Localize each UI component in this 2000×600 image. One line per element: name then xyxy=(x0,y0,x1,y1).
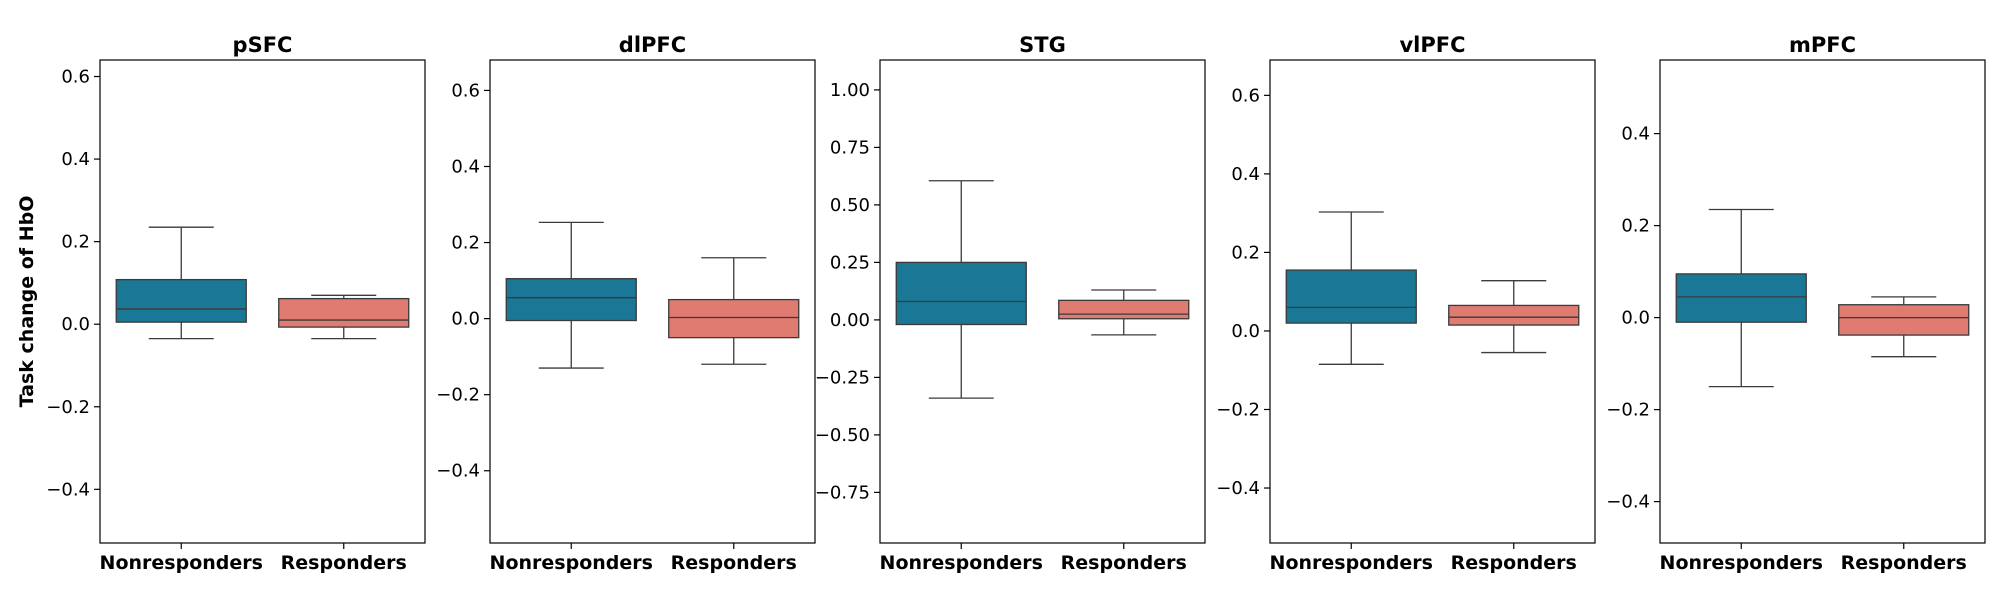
x-category-label: Responders xyxy=(1451,552,1577,574)
y-tick-label: 0.2 xyxy=(61,232,90,253)
axes-frame xyxy=(489,59,816,544)
panel-psfc: −0.4 −0.2 0.0 0.2 0.4 0.6 Nonresponders Respond… xyxy=(16,33,426,574)
y-tick-label: 0.0 xyxy=(61,314,90,335)
panel-title: mPFC xyxy=(1789,33,1856,57)
box-iqr xyxy=(1058,299,1190,320)
panel-title: dlPFC xyxy=(619,33,686,57)
x-category-label: Responders xyxy=(1841,552,1967,574)
y-tick-label: 0.6 xyxy=(61,67,90,88)
box-nonresponders xyxy=(115,226,247,340)
y-tick-label: 0.6 xyxy=(1231,85,1260,106)
y-tick-label: −0.2 xyxy=(1606,400,1650,421)
y-axis-title: Task change of HbO xyxy=(16,196,38,408)
y-tick-label: 0.00 xyxy=(830,310,870,331)
box-iqr xyxy=(278,297,410,328)
box-responders xyxy=(1448,280,1580,354)
y-tick-label: −0.25 xyxy=(815,367,870,388)
y-tick-label: 0.2 xyxy=(1621,216,1650,237)
box-iqr xyxy=(505,278,637,322)
x-category-label: Responders xyxy=(281,552,407,574)
y-tick-label: −0.75 xyxy=(815,482,870,503)
box-responders xyxy=(1838,296,1970,358)
y-tick-label: −0.50 xyxy=(815,425,870,446)
y-tick-label: 0.4 xyxy=(1231,164,1260,185)
box-iqr xyxy=(1285,269,1417,324)
x-category-label: Nonresponders xyxy=(1270,552,1433,574)
box-iqr xyxy=(1448,304,1580,326)
x-category-label: Nonresponders xyxy=(490,552,653,574)
box-iqr xyxy=(1838,304,1970,336)
y-tick-label: 0.25 xyxy=(830,252,870,273)
x-category-label: Nonresponders xyxy=(1660,552,1823,574)
panel-title: vlPFC xyxy=(1399,33,1465,57)
box-iqr xyxy=(895,261,1027,326)
box-responders xyxy=(668,257,800,365)
y-tick-label: 0.6 xyxy=(451,80,480,101)
x-category-label: Responders xyxy=(671,552,797,574)
y-tick-label: 0.2 xyxy=(1231,242,1260,263)
y-tick-label: 0.0 xyxy=(451,309,480,330)
panel-stg: −0.75 −0.50 −0.25 0.00 0.25 0.50 0.75 1.00 Nonre… xyxy=(815,33,1206,574)
x-category-label: Nonresponders xyxy=(880,552,1043,574)
panel-vlpfc: −0.4 −0.2 0.0 0.2 0.4 0.6 Nonresponders Respond… xyxy=(1216,33,1596,574)
y-tick-label: −0.2 xyxy=(1216,399,1260,420)
y-tick-label: −0.2 xyxy=(436,385,480,406)
y-tick-label: 0.0 xyxy=(1621,308,1650,329)
box-iqr xyxy=(668,298,800,339)
y-tick-label: 1.00 xyxy=(830,80,870,101)
box-nonresponders xyxy=(1675,208,1807,388)
box-nonresponders xyxy=(1285,211,1417,365)
axes-frame xyxy=(99,59,426,544)
axes-frame xyxy=(1269,59,1596,544)
panel-mpfc: −0.4 −0.2 0.0 0.2 0.4 Nonresponders Responders… xyxy=(1606,33,1986,574)
x-category-label: Responders xyxy=(1061,552,1187,574)
box-iqr xyxy=(1675,273,1807,323)
y-tick-label: 0.4 xyxy=(61,149,90,170)
y-tick-label: −0.4 xyxy=(46,479,90,500)
y-tick-label: −0.4 xyxy=(1216,478,1260,499)
y-tick-label: −0.4 xyxy=(1606,492,1650,513)
y-tick-label: 0.4 xyxy=(1621,124,1650,145)
axes-frame xyxy=(879,59,1206,544)
x-category-label: Nonresponders xyxy=(100,552,263,574)
y-tick-label: 0.0 xyxy=(1231,321,1260,342)
box-responders xyxy=(1058,289,1190,336)
y-tick-label: 0.4 xyxy=(451,156,480,177)
box-iqr xyxy=(115,278,247,323)
panel-title: pSFC xyxy=(233,33,293,57)
axes-frame xyxy=(1659,59,1986,544)
panel-title: STG xyxy=(1019,33,1066,57)
box-responders xyxy=(278,294,410,340)
y-tick-label: 0.2 xyxy=(451,233,480,254)
y-tick-label: −0.4 xyxy=(436,461,480,482)
y-tick-label: 0.75 xyxy=(830,137,870,158)
box-nonresponders xyxy=(505,221,637,369)
box-nonresponders xyxy=(895,180,1027,399)
y-tick-label: 0.50 xyxy=(830,195,870,216)
y-tick-label: −0.2 xyxy=(46,397,90,418)
panel-dlpfc: −0.4 −0.2 0.0 0.2 0.4 0.6 Nonresponders Respond… xyxy=(436,33,816,574)
